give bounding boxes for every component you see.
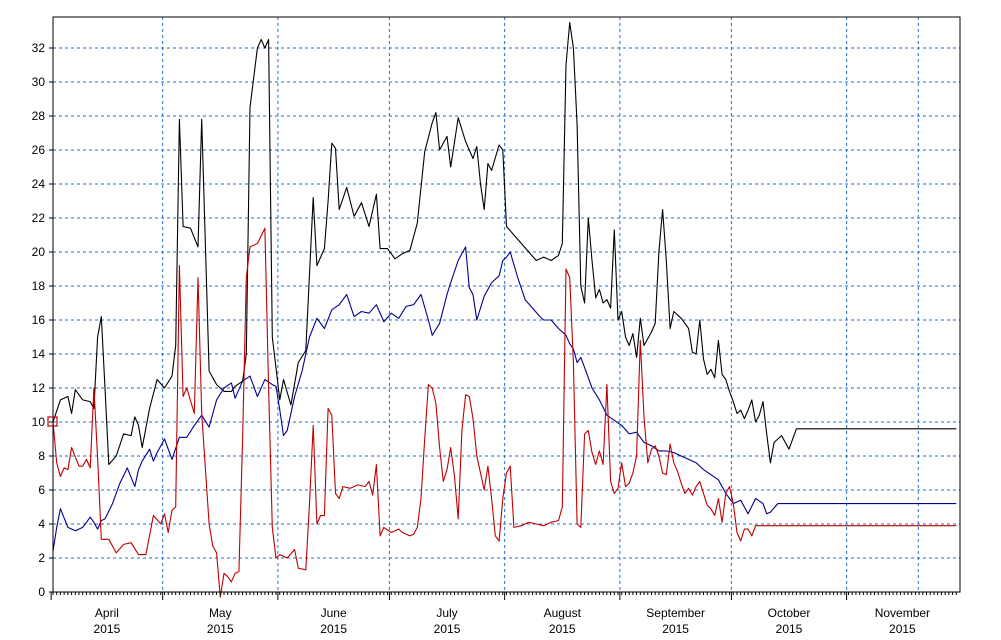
y-tick-label: 28: [32, 109, 46, 123]
grid-lines: [53, 17, 960, 592]
y-tick-label: 32: [32, 41, 46, 55]
x-tick-year-label: 2015: [889, 622, 916, 636]
x-tick-month-label: November: [875, 606, 930, 620]
y-tick-label: 22: [32, 211, 46, 225]
y-tick-label: 14: [32, 347, 46, 361]
x-tick-year-label: 2015: [94, 622, 121, 636]
y-tick-label: 18: [32, 279, 46, 293]
series-line-3: [52, 227, 957, 598]
y-tick-label: 12: [32, 381, 46, 395]
y-tick-label: 4: [38, 517, 45, 531]
x-tick-month-label: April: [95, 606, 119, 620]
x-tick-month-label: July: [436, 606, 457, 620]
y-tick-label: 6: [38, 483, 45, 497]
y-tick-label: 10: [32, 415, 46, 429]
x-tick-month-label: June: [321, 606, 347, 620]
x-tick-year-label: 2015: [207, 622, 234, 636]
x-tick-month-label: September: [646, 606, 705, 620]
y-tick-label: 16: [32, 313, 46, 327]
y-tick-label: 24: [32, 177, 46, 191]
series-line-1: [52, 21, 957, 466]
series-line-2: [52, 246, 957, 552]
y-tick-label: 0: [38, 585, 45, 599]
y-tick-label: 8: [38, 449, 45, 463]
x-tick-month-label: May: [209, 606, 232, 620]
y-tick-label: 30: [32, 75, 46, 89]
x-tick-month-label: August: [544, 606, 582, 620]
marker: [47, 416, 58, 427]
x-tick-year-label: 2015: [776, 622, 803, 636]
x-tick-year-label: 2015: [434, 622, 461, 636]
x-tick-labels: April 2015 May 2015 June 2015 July 2015 August 20…: [94, 606, 931, 636]
y-tick-label: 26: [32, 143, 46, 157]
x-tick-year-label: 2015: [549, 622, 576, 636]
plot-frame: [52, 16, 961, 593]
x-tick-year-label: 2015: [320, 622, 347, 636]
x-tick-month-label: October: [768, 606, 811, 620]
start-marker: [47, 416, 58, 427]
y-tick-label: 20: [32, 245, 46, 259]
x-tick-year-label: 2015: [662, 622, 689, 636]
series-lines: [52, 21, 957, 598]
axes: [49, 16, 961, 600]
y-tick-label: 2: [38, 551, 45, 565]
